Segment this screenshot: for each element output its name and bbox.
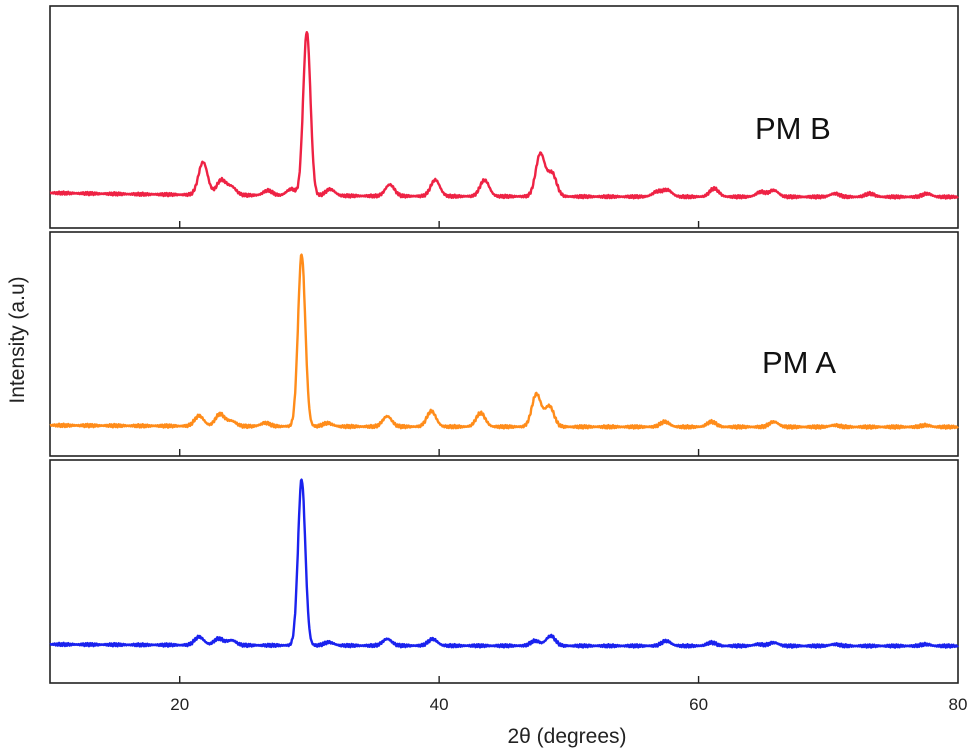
x-axis-ticks: 20 40 60 80	[170, 695, 967, 714]
panel-frame	[49, 459, 959, 684]
series-line-1	[49, 31, 959, 200]
series-label-1: PM B	[755, 111, 831, 146]
x-tick-label: 40	[430, 695, 449, 714]
series-line-3	[49, 478, 959, 649]
panel-3	[49, 459, 959, 684]
panel-2: PM A	[49, 231, 959, 457]
x-axis-title: 2θ (degrees)	[507, 725, 626, 748]
x-tick-label: 60	[689, 695, 708, 714]
panel-frame	[49, 231, 959, 457]
panel-frame	[49, 5, 959, 229]
y-axis-title: Intensity (a.u)	[6, 276, 29, 403]
series-line-2	[49, 253, 959, 430]
chart-panels: PM B PM A	[49, 5, 959, 684]
x-tick-label: 80	[949, 695, 968, 714]
x-tick-label: 20	[170, 695, 189, 714]
series-label-2: PM A	[762, 345, 836, 380]
panel-1: PM B	[49, 5, 959, 229]
